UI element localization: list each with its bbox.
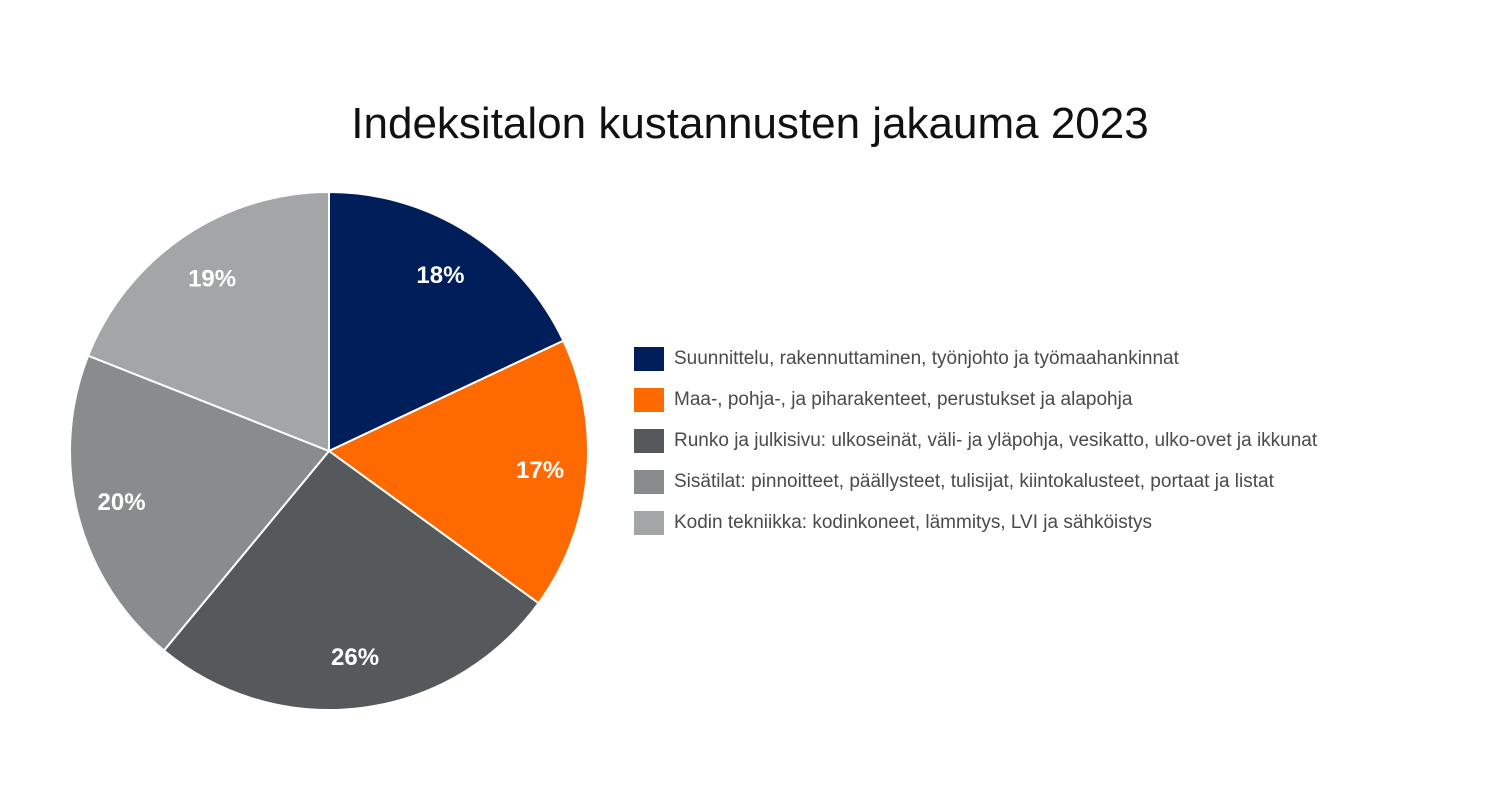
legend-label-4: Sisätilat: pinnoitteet, päällysteet, tul… xyxy=(674,470,1274,492)
pie-slice-5 xyxy=(87,191,330,452)
pie-slice-labels: 18% 17% 26% 20% 19% xyxy=(98,262,565,671)
legend: Suunnittelu, rakennuttaminen, työnjohto … xyxy=(634,338,1317,543)
pie-slice-2 xyxy=(328,339,589,605)
slice-value-label-5: 19% xyxy=(188,265,236,292)
legend-item-5: Kodin tekniikka: kodinkoneet, lämmitys, … xyxy=(634,502,1317,543)
legend-label-1: Suunnittelu, rakennuttaminen, työnjohto … xyxy=(674,347,1179,369)
legend-swatch-4 xyxy=(634,469,664,494)
pie-slices xyxy=(69,191,589,711)
legend-label-3: Runko ja julkisivu: ulkoseinät, väli- ja… xyxy=(674,429,1318,451)
pie-slice-1 xyxy=(328,191,565,452)
slice-value-label-4: 20% xyxy=(98,489,146,516)
pie-slice-3 xyxy=(162,450,540,711)
slice-value-label-3: 26% xyxy=(331,644,379,671)
legend-swatch-3 xyxy=(634,428,664,453)
legend-item-1: Suunnittelu, rakennuttaminen, työnjohto … xyxy=(634,338,1317,379)
slice-value-label-1: 18% xyxy=(416,262,464,289)
slice-value-label-2: 17% xyxy=(516,457,564,484)
legend-swatch-2 xyxy=(634,387,664,412)
legend-item-4: Sisätilat: pinnoitteet, päällysteet, tul… xyxy=(634,461,1317,502)
legend-label-5: Kodin tekniikka: kodinkoneet, lämmitys, … xyxy=(674,511,1153,533)
chart-title: Indeksitalon kustannusten jakauma 2023 xyxy=(351,99,1149,148)
legend-item-2: Maa-, pohja-, ja piharakenteet, perustuk… xyxy=(634,379,1317,420)
pie-slice-4 xyxy=(69,354,330,652)
legend-swatch-5 xyxy=(634,510,664,535)
legend-swatch-1 xyxy=(634,346,664,371)
legend-label-2: Maa-, pohja-, ja piharakenteet, perustuk… xyxy=(674,388,1133,410)
legend-item-3: Runko ja julkisivu: ulkoseinät, väli- ja… xyxy=(634,420,1317,461)
